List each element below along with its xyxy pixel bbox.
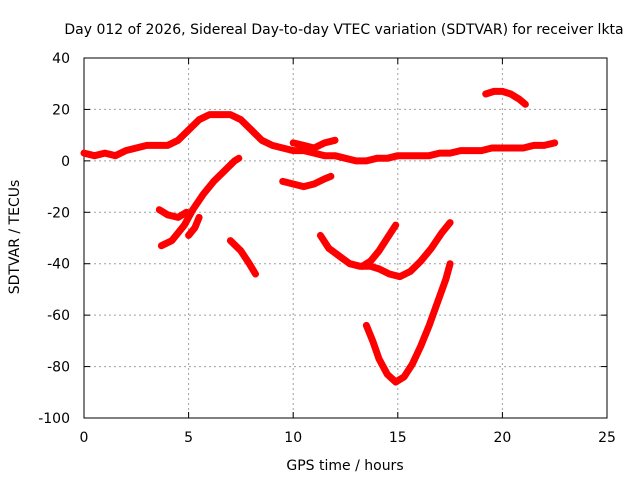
y-tick-label: 20 [52, 102, 70, 118]
y-tick-label: -60 [47, 308, 70, 324]
y-tick-labels: -100 -80 -60 -40 -20 0 20 40 [38, 51, 70, 427]
series-deep-dip [362, 260, 454, 386]
series-short-5h [185, 213, 203, 239]
series [80, 87, 559, 386]
series-dip-11-14h [316, 219, 454, 281]
series-short-4h [155, 206, 190, 221]
series-rise-4-7h [157, 154, 243, 250]
y-tick-label: -80 [47, 360, 70, 376]
series-main-band [80, 111, 559, 165]
grid [84, 58, 607, 418]
y-tick-label: 0 [61, 154, 70, 170]
y-axis-label: SDTVAR / TECUs [7, 180, 23, 295]
x-tick-label: 15 [389, 430, 407, 446]
x-tick-label: 10 [284, 430, 302, 446]
series-rise-13-15h [358, 221, 400, 270]
series-fall-7-8h [226, 237, 259, 278]
y-tick-label: -100 [38, 411, 70, 427]
y-tick-label: -20 [47, 205, 70, 221]
x-tick-label: 0 [80, 430, 89, 446]
x-tick-label: 25 [598, 430, 616, 446]
series-segment-10h-lower [279, 172, 335, 191]
x-tick-label: 20 [493, 430, 511, 446]
plot-frame [83, 57, 608, 419]
series-hump-21h [482, 87, 529, 108]
series-segment-10h-upper [289, 136, 339, 152]
y-tick-label: -40 [47, 257, 70, 273]
y-tick-label: 40 [52, 51, 70, 67]
tick-marks [83, 57, 608, 419]
x-axis-label: GPS time / hours [286, 458, 403, 474]
x-tick-label: 5 [184, 430, 193, 446]
chart-title: Day 012 of 2026, Sidereal Day-to-day VTE… [64, 22, 623, 38]
x-tick-labels: 0 5 10 15 20 25 [80, 430, 616, 446]
